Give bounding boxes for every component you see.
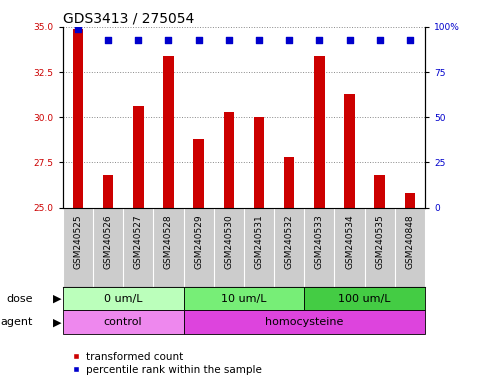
Text: GSM240529: GSM240529 xyxy=(194,214,203,268)
Point xyxy=(285,36,293,43)
Text: GSM240528: GSM240528 xyxy=(164,214,173,268)
Legend: transformed count, percentile rank within the sample: transformed count, percentile rank withi… xyxy=(68,348,266,379)
Bar xyxy=(284,157,295,208)
Text: GSM240532: GSM240532 xyxy=(284,214,294,268)
Text: GSM240531: GSM240531 xyxy=(255,214,264,269)
Point xyxy=(195,36,202,43)
Text: GSM240530: GSM240530 xyxy=(224,214,233,269)
Text: GSM240535: GSM240535 xyxy=(375,214,384,269)
Text: ▶: ▶ xyxy=(53,317,61,327)
Point xyxy=(134,36,142,43)
Bar xyxy=(63,310,184,334)
Point xyxy=(74,26,82,32)
Text: ▶: ▶ xyxy=(53,293,61,303)
Text: control: control xyxy=(104,317,142,327)
Text: 10 um/L: 10 um/L xyxy=(221,293,267,303)
Bar xyxy=(224,112,234,208)
Point xyxy=(315,36,323,43)
Text: GDS3413 / 275054: GDS3413 / 275054 xyxy=(63,12,194,26)
Text: agent: agent xyxy=(0,317,32,327)
Bar xyxy=(344,94,355,208)
Point xyxy=(165,36,172,43)
Point xyxy=(225,36,233,43)
Point xyxy=(376,36,384,43)
Bar xyxy=(405,193,415,208)
Text: 100 um/L: 100 um/L xyxy=(339,293,391,303)
Bar xyxy=(314,56,325,208)
Bar xyxy=(184,286,304,310)
Bar xyxy=(304,286,425,310)
Text: GSM240527: GSM240527 xyxy=(134,214,143,268)
Bar xyxy=(184,310,425,334)
Text: GSM240848: GSM240848 xyxy=(405,214,414,268)
Text: homocysteine: homocysteine xyxy=(265,317,343,327)
Bar xyxy=(254,117,264,208)
Text: 0 um/L: 0 um/L xyxy=(104,293,142,303)
Bar xyxy=(72,29,83,208)
Point xyxy=(104,36,112,43)
Text: GSM240533: GSM240533 xyxy=(315,214,324,269)
Bar xyxy=(374,175,385,208)
Text: GSM240534: GSM240534 xyxy=(345,214,354,268)
Bar xyxy=(63,286,184,310)
Point xyxy=(346,36,354,43)
Text: GSM240526: GSM240526 xyxy=(103,214,113,268)
Point xyxy=(255,36,263,43)
Bar xyxy=(103,175,114,208)
Point xyxy=(406,36,414,43)
Bar xyxy=(63,208,425,286)
Bar xyxy=(133,106,143,208)
Bar xyxy=(193,139,204,208)
Text: dose: dose xyxy=(6,293,32,303)
Bar xyxy=(163,56,174,208)
Text: GSM240525: GSM240525 xyxy=(73,214,83,268)
